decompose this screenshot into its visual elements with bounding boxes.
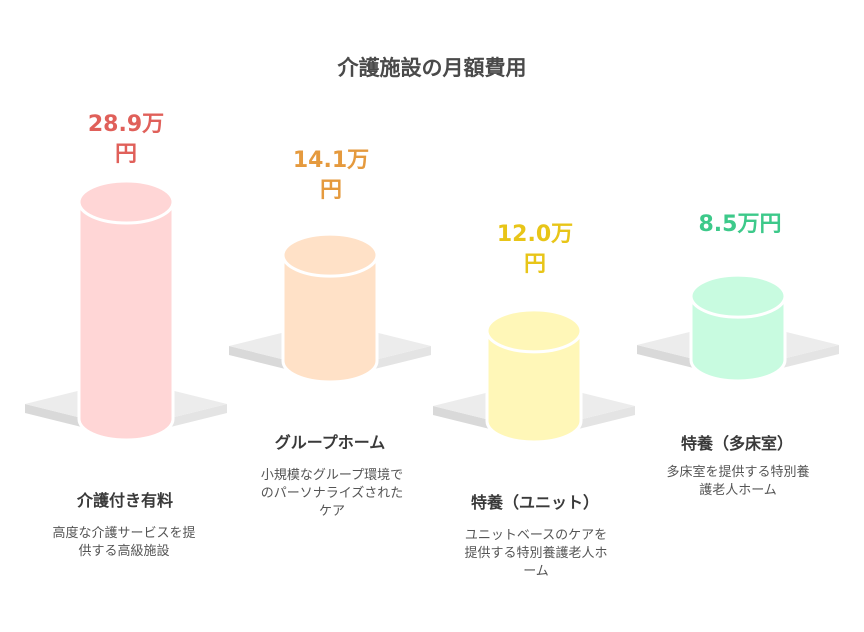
category-label-0: 介護付き有料 [76, 491, 173, 510]
category-label-2: 特養（ユニット） [470, 493, 599, 512]
value-label-1: 14.1万円 [292, 148, 370, 203]
bar-1 [281, 253, 379, 384]
category-description-2: ユニットベースのケアを提供する特別養護老人ホーム [464, 528, 608, 579]
value-label-0: 28.9万円 [87, 112, 165, 167]
bar-top-0 [77, 179, 175, 225]
bar-top-1 [281, 232, 379, 278]
category-description-0: 高度な介護サービスを提供する高級施設 [52, 526, 196, 559]
chart-title: 介護施設の月額費用 [337, 56, 527, 80]
value-label-2: 12.0万円 [496, 222, 574, 277]
category-label-1: グループホーム [274, 433, 386, 452]
bar-0 [77, 200, 175, 442]
bar-top-2 [485, 308, 583, 354]
value-label-3: 8.5万円 [698, 212, 782, 237]
bar-top-3 [689, 273, 787, 319]
category-description-1: 小規模なグループ環境でのパーソナライズされたケア [260, 468, 404, 519]
category-label-3: 特養（多床室） [680, 434, 793, 453]
bar-2 [485, 329, 583, 444]
bar-3 [689, 294, 787, 383]
category-description-3: 多床室を提供する特別養護老人ホーム [666, 465, 810, 498]
